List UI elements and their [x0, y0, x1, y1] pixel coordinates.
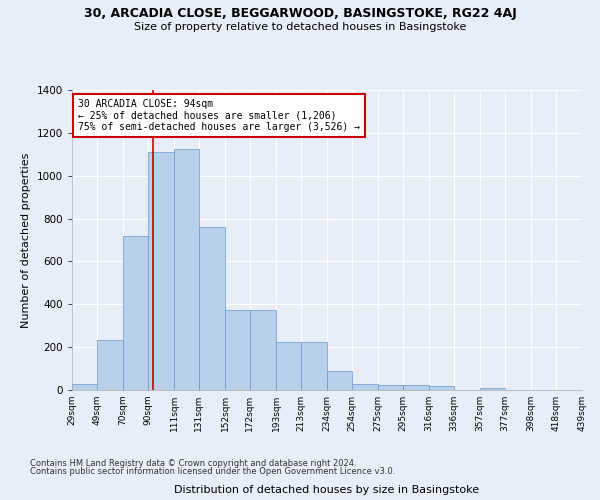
Bar — [174, 149, 199, 390]
Bar — [225, 310, 250, 390]
Bar — [123, 236, 148, 390]
Text: Contains public sector information licensed under the Open Government Licence v3: Contains public sector information licen… — [30, 467, 395, 476]
Bar — [301, 342, 327, 390]
Y-axis label: Number of detached properties: Number of detached properties — [21, 152, 31, 328]
Bar — [403, 384, 429, 390]
Bar — [429, 386, 454, 390]
Bar — [250, 310, 276, 390]
Text: Size of property relative to detached houses in Basingstoke: Size of property relative to detached ho… — [134, 22, 466, 32]
Bar — [72, 384, 97, 390]
Bar — [378, 384, 403, 390]
Text: Contains HM Land Registry data © Crown copyright and database right 2024.: Contains HM Land Registry data © Crown c… — [30, 458, 356, 468]
Bar — [352, 384, 378, 390]
Text: Distribution of detached houses by size in Basingstoke: Distribution of detached houses by size … — [175, 485, 479, 495]
Bar — [199, 227, 225, 390]
Bar — [327, 370, 352, 390]
Bar — [276, 342, 301, 390]
Bar — [148, 152, 174, 390]
Text: 30 ARCADIA CLOSE: 94sqm
← 25% of detached houses are smaller (1,206)
75% of semi: 30 ARCADIA CLOSE: 94sqm ← 25% of detache… — [78, 98, 360, 132]
Bar — [480, 388, 505, 390]
Text: 30, ARCADIA CLOSE, BEGGARWOOD, BASINGSTOKE, RG22 4AJ: 30, ARCADIA CLOSE, BEGGARWOOD, BASINGSTO… — [83, 8, 517, 20]
Bar — [97, 340, 123, 390]
